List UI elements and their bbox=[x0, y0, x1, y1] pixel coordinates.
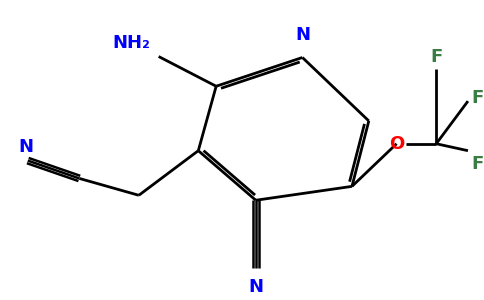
Text: N: N bbox=[295, 26, 310, 44]
Text: N: N bbox=[248, 278, 263, 296]
Text: F: F bbox=[471, 154, 483, 172]
Text: O: O bbox=[389, 135, 404, 153]
Text: F: F bbox=[471, 89, 483, 107]
Text: NH₂: NH₂ bbox=[113, 34, 151, 52]
Text: F: F bbox=[430, 48, 442, 66]
Text: N: N bbox=[18, 138, 33, 156]
